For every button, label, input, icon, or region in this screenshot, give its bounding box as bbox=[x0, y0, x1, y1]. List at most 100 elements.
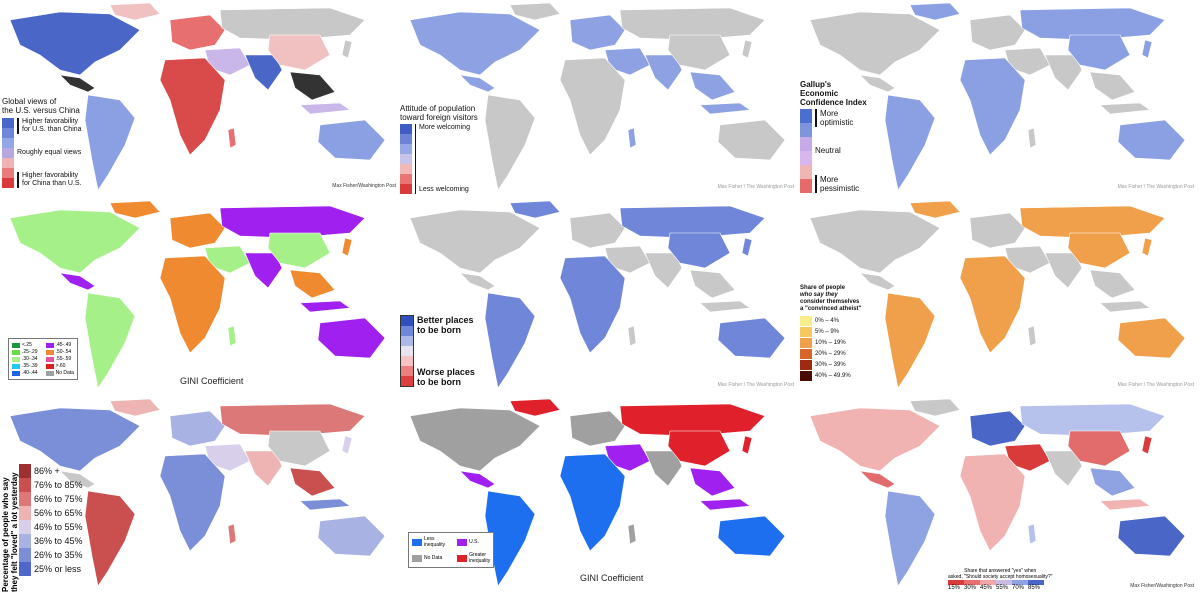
legend-title-line2: the U.S. versus China bbox=[2, 106, 80, 115]
southeast-asia-region bbox=[1089, 71, 1136, 101]
legend-label: >.60 bbox=[55, 363, 66, 369]
legend-label-optimistic: More optimistic bbox=[815, 109, 859, 127]
map-caption: GINI Coefficient bbox=[180, 376, 244, 386]
map-panel-homosexuality: Share that answered "yes" when asked, "S… bbox=[800, 396, 1200, 593]
legend-label: 40% – 49.9% bbox=[815, 372, 851, 379]
legend-color-bar bbox=[400, 315, 414, 387]
legend-item: 40% – 49.9% bbox=[800, 370, 861, 381]
legend-label: Greater inequality bbox=[469, 552, 491, 564]
madagascar-region bbox=[627, 523, 637, 545]
indonesia-region bbox=[299, 102, 351, 115]
legend-item: 46% to 55% bbox=[19, 520, 83, 534]
legend-title-line1: Percentage of people who say bbox=[1, 477, 10, 592]
legend-item: 30% – 39% bbox=[800, 359, 861, 370]
legend-swatch bbox=[800, 348, 812, 359]
south-asia-region bbox=[1044, 54, 1083, 91]
central-america-region bbox=[859, 74, 896, 93]
legend-item: 20% – 29% bbox=[800, 348, 861, 359]
southeast-asia-region bbox=[1089, 269, 1136, 299]
world-map bbox=[809, 398, 1186, 587]
south-asia-region bbox=[244, 252, 283, 289]
north-america-region bbox=[409, 407, 541, 472]
credit: Max Fisher / The Washington Post bbox=[717, 382, 794, 388]
legend-swatch bbox=[19, 562, 31, 576]
europe-region bbox=[169, 14, 226, 51]
legend-title-line1: Attitude of population bbox=[400, 104, 476, 113]
madagascar-region bbox=[227, 127, 237, 149]
legend-swatch bbox=[12, 349, 20, 355]
legend-item: U.S. bbox=[457, 536, 490, 548]
legend-item: No Data bbox=[45, 370, 74, 376]
world-map bbox=[9, 2, 386, 191]
southeast-asia-region bbox=[1089, 467, 1136, 497]
legend-item: Less inequality bbox=[412, 536, 445, 548]
south-asia-region bbox=[1044, 450, 1083, 487]
scale-swatch bbox=[948, 580, 964, 585]
china-region bbox=[667, 34, 731, 71]
north-america-region bbox=[9, 11, 141, 76]
world-map bbox=[809, 2, 1186, 191]
southeast-asia-region bbox=[289, 467, 336, 497]
south-america-region bbox=[884, 490, 936, 587]
legend-label: 36% to 45% bbox=[34, 536, 83, 546]
legend-item: No Data bbox=[412, 552, 445, 564]
legend-label: .30-.34 bbox=[22, 356, 38, 362]
legend-swatch bbox=[800, 370, 812, 381]
legend-label: 56% to 65% bbox=[34, 508, 83, 518]
legend-swatch bbox=[19, 478, 31, 492]
legend-label-worse: Worse places to be born bbox=[417, 367, 475, 387]
legend-economic-confidence: Gallup's Economic Confidence Index More … bbox=[800, 80, 867, 193]
legend-color-bar bbox=[2, 118, 14, 188]
japan-region bbox=[341, 39, 353, 59]
africa-region bbox=[159, 453, 226, 552]
legend-swatch bbox=[19, 520, 31, 534]
legend-swatch bbox=[45, 342, 54, 348]
legend-swatch bbox=[19, 492, 31, 506]
legend-label-less-welcoming: Less welcoming bbox=[419, 186, 469, 193]
legend-label: 25% or less bbox=[34, 564, 82, 574]
legend-swatch bbox=[12, 363, 20, 369]
map-panel-gini: <.25 .45-.49 .25-.29 .50-.54 .30-.34 .55-.59.… bbox=[0, 198, 400, 396]
legend-label: 46% to 55% bbox=[34, 522, 83, 532]
legend-swatch bbox=[800, 337, 812, 348]
legend-label: Less inequality bbox=[424, 536, 446, 548]
south-america-region bbox=[484, 94, 536, 191]
legend-label: 26% to 35% bbox=[34, 550, 83, 560]
legend-label: 20% – 29% bbox=[815, 350, 846, 357]
legend-item: .50-.54 bbox=[45, 349, 74, 355]
world-map bbox=[409, 200, 786, 389]
credit: Max Fisher / The Washington Post bbox=[1117, 382, 1194, 388]
indonesia-region bbox=[1099, 102, 1151, 115]
legend-label-pessimistic: More pessimistic bbox=[815, 175, 859, 193]
legend-item: <.25 bbox=[12, 342, 38, 348]
southeast-asia-region bbox=[289, 269, 336, 299]
world-map bbox=[809, 200, 1186, 389]
credit: Max Fisher / The Washington Post bbox=[717, 184, 794, 190]
world-map bbox=[9, 398, 386, 587]
legend-swatch bbox=[12, 370, 20, 376]
legend-swatch bbox=[12, 342, 20, 348]
australia-region bbox=[717, 515, 786, 557]
legend-item: 76% to 85% bbox=[19, 478, 83, 492]
indonesia-region bbox=[299, 300, 351, 313]
legend-swatch bbox=[800, 315, 812, 326]
madagascar-region bbox=[227, 523, 237, 545]
legend-atheist: Share of people who say they consider th… bbox=[800, 285, 861, 381]
legend-label-equal: Roughly equal views bbox=[17, 149, 82, 156]
legend-label: No Data bbox=[55, 370, 74, 376]
legend-title-line4: a "convinced atheist" bbox=[800, 306, 862, 312]
world-map bbox=[409, 2, 786, 191]
map-panel-place-to-be-born: Better places to be born Worse places to… bbox=[400, 198, 800, 396]
scale-tick-label: 30% bbox=[964, 585, 977, 591]
legend-label: 30% – 39% bbox=[815, 361, 846, 368]
legend-item: 86% + bbox=[19, 464, 83, 478]
legend-label: No Data bbox=[424, 555, 443, 561]
scale-swatch bbox=[964, 580, 980, 585]
legend-swatch bbox=[412, 538, 422, 546]
madagascar-region bbox=[227, 325, 237, 347]
europe-region bbox=[969, 14, 1026, 51]
legend-label: .45-.49 bbox=[55, 342, 72, 348]
greenland-region bbox=[109, 2, 161, 21]
legend-title-line2: who say they bbox=[800, 292, 838, 298]
europe-region bbox=[169, 212, 226, 249]
